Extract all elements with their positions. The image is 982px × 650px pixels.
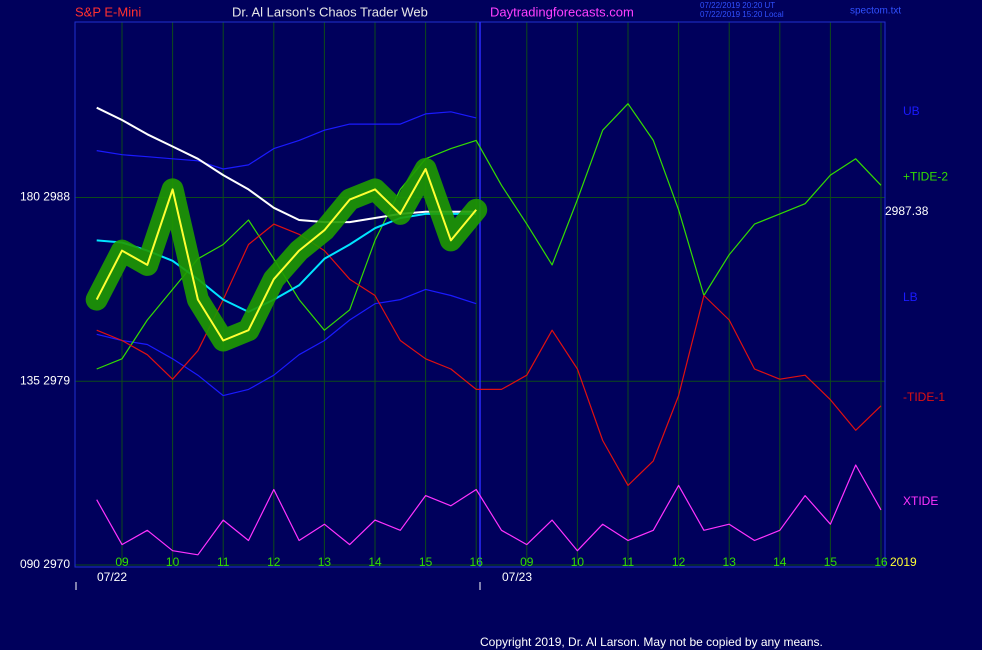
series-line <box>95 168 477 342</box>
x-tick-label: 14 <box>773 555 787 569</box>
site-title: Dr. Al Larson's Chaos Trader Web <box>232 4 428 19</box>
legend-label: XTIDE <box>903 494 938 508</box>
series-group <box>85 103 882 556</box>
legend-label: LB <box>903 290 918 304</box>
site-url: Daytradingforecasts.com <box>490 4 634 19</box>
x-tick-label: 15 <box>419 555 433 569</box>
series-line <box>96 464 882 556</box>
file-name: spectom.txt <box>850 6 901 17</box>
series-line <box>96 103 882 370</box>
x-tick-label: 16 <box>470 555 484 569</box>
x-tick-label: 11 <box>217 555 230 569</box>
legend-label: +TIDE-2 <box>903 169 948 183</box>
symbol: S&P E-Mini <box>75 4 141 19</box>
y-tick-label: 135 2979 <box>20 373 70 387</box>
series-line <box>96 223 882 486</box>
series-line <box>96 288 477 397</box>
time-local: 07/22/2019 15:20 Local <box>700 10 784 19</box>
legend-label: -TIDE-1 <box>903 390 945 404</box>
copyright: Copyright 2019, Dr. Al Larson. May not b… <box>480 635 823 649</box>
series-line <box>96 111 477 170</box>
date-label: 07/22 <box>97 570 127 584</box>
date-label: 07/23 <box>502 570 532 584</box>
x-tick-label: 12 <box>672 555 686 569</box>
legend-label: UB <box>903 104 920 118</box>
x-tick-label: 10 <box>571 555 585 569</box>
year: 2019 <box>890 555 917 569</box>
x-tick-label: 12 <box>267 555 281 569</box>
grid <box>75 22 885 566</box>
x-tick-label: 14 <box>368 555 382 569</box>
x-tick-label: 11 <box>622 555 635 569</box>
x-tick-label: 10 <box>166 555 180 569</box>
time-ut: 07/22/2019 20:20 UT <box>700 1 775 10</box>
y-tick-label: 090 2970 <box>20 557 70 571</box>
x-tick-label: 15 <box>824 555 838 569</box>
last-price: 2987.38 <box>885 204 929 218</box>
y-tick-label: 180 2988 <box>20 190 70 204</box>
x-tick-label: 13 <box>318 555 332 569</box>
x-tick-label: 09 <box>520 555 534 569</box>
x-tick-label: 16 <box>874 555 888 569</box>
x-tick-label: 09 <box>115 555 129 569</box>
x-tick-label: 13 <box>723 555 737 569</box>
